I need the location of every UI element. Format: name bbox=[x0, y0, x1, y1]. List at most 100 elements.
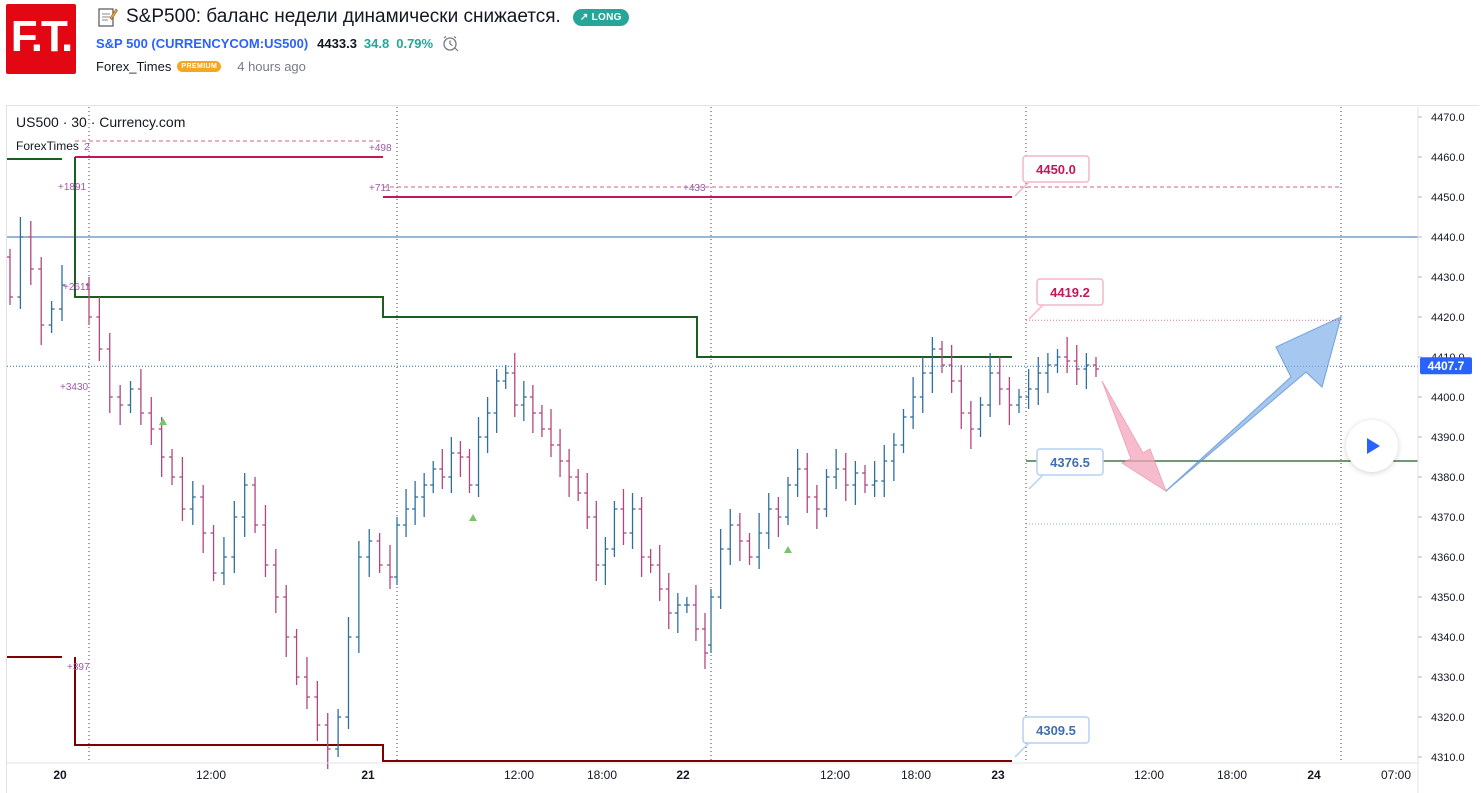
price-bar bbox=[493, 369, 500, 433]
level-label-1: +498 bbox=[369, 143, 392, 154]
price-bar bbox=[557, 429, 564, 477]
price-bar bbox=[1064, 337, 1071, 373]
level-label-6: +397 bbox=[67, 662, 90, 673]
published-time: 4 hours ago bbox=[237, 58, 306, 74]
price-bar bbox=[958, 365, 965, 429]
price-bar bbox=[475, 417, 482, 497]
callout-text: 4419.2 bbox=[1050, 285, 1090, 300]
price-bar bbox=[775, 497, 782, 537]
price-bar bbox=[210, 525, 217, 581]
price-bar bbox=[502, 365, 509, 389]
price-bar bbox=[466, 449, 473, 493]
price-bar bbox=[169, 449, 176, 485]
chart-frame[interactable] bbox=[6, 105, 1479, 793]
time-tick-label: 18:00 bbox=[901, 768, 931, 782]
price-bar bbox=[484, 397, 491, 453]
price-bar bbox=[430, 461, 437, 493]
price-bar bbox=[852, 461, 859, 505]
current-price-tag: 4407.7 bbox=[1420, 357, 1472, 375]
price-bar bbox=[158, 417, 165, 477]
chart-overlays: 4450.0 4419.2 4376.5 4309.5 bbox=[159, 155, 1342, 758]
price-bar bbox=[376, 533, 383, 573]
price-bar bbox=[262, 505, 269, 577]
symbol-link[interactable]: S&P 500 (CURRENCYCOM:US500) bbox=[96, 35, 309, 51]
price-bar bbox=[736, 513, 743, 561]
price-bar bbox=[38, 257, 45, 345]
price-bar bbox=[1073, 345, 1080, 385]
price-bar bbox=[86, 277, 92, 325]
price-bar bbox=[977, 397, 984, 437]
level-label-2: +711 bbox=[369, 183, 391, 194]
level-lines: +1891 +498 +711 +433 +2611 +3430 +397 2 bbox=[7, 140, 1418, 762]
indicator-legend[interactable]: ForexTimes bbox=[16, 139, 79, 153]
price-bar bbox=[439, 449, 446, 489]
price-bar bbox=[794, 449, 801, 497]
author-name[interactable]: Forex_Times bbox=[96, 58, 172, 74]
price-bar bbox=[48, 301, 55, 333]
price-tick-label: 4380.0 bbox=[1431, 472, 1465, 484]
current-price-box bbox=[1420, 357, 1472, 375]
price-bar bbox=[1054, 349, 1061, 373]
author-row: Forex_Times PREMIUM 4 hours ago bbox=[96, 57, 306, 75]
callout-pointer bbox=[1014, 742, 1030, 758]
play-replay-button[interactable] bbox=[1346, 420, 1398, 472]
price-bar bbox=[638, 497, 645, 577]
pivot-level-steps bbox=[74, 157, 1012, 358]
price-bar bbox=[881, 445, 888, 497]
price-bar bbox=[1035, 357, 1042, 405]
price-bar bbox=[929, 337, 936, 393]
price-bar bbox=[765, 493, 772, 549]
projection-down-arrow bbox=[1101, 380, 1168, 493]
price-bar bbox=[611, 501, 618, 557]
price-bar bbox=[314, 681, 321, 741]
brand-logo[interactable]: F.T. bbox=[6, 4, 76, 74]
price-tick-label: 4350.0 bbox=[1431, 592, 1465, 604]
price-bar bbox=[366, 529, 373, 577]
premium-badge: PREMIUM bbox=[177, 60, 222, 72]
callout-pointer bbox=[1028, 304, 1044, 320]
price-bar bbox=[394, 517, 400, 585]
time-tick-label: 21 bbox=[361, 768, 375, 782]
price-bars bbox=[7, 217, 1099, 769]
price-bar bbox=[692, 585, 699, 641]
price-bar bbox=[1025, 369, 1032, 409]
price-bar bbox=[1044, 353, 1051, 393]
time-tick-label: 07:00 bbox=[1381, 768, 1411, 782]
time-tick-label: 22 bbox=[676, 768, 690, 782]
price-bar bbox=[272, 549, 279, 613]
price-tick-label: 4360.0 bbox=[1431, 552, 1465, 564]
buy-signal-marker-2 bbox=[784, 546, 792, 553]
level-label-5: +3430 bbox=[60, 382, 89, 393]
alarm-clock-icon[interactable] bbox=[441, 34, 459, 52]
time-axis: 20 12:00 21 12:00 18:00 22 12:00 18:00 23 12:00 18… bbox=[7, 762, 1418, 782]
price-bar bbox=[833, 449, 840, 489]
price-bar bbox=[252, 477, 259, 533]
price-bar bbox=[996, 357, 1003, 405]
price-bar bbox=[813, 485, 820, 529]
price-bar bbox=[967, 401, 974, 449]
price-bar bbox=[345, 617, 352, 729]
support-level-steps bbox=[74, 657, 1012, 762]
current-price-label: 4407.7 bbox=[1428, 359, 1465, 373]
time-tick-label: 12:00 bbox=[196, 768, 226, 782]
time-tick-label: 24 bbox=[1307, 768, 1321, 782]
price-bar bbox=[702, 613, 708, 669]
price-bar bbox=[602, 537, 609, 585]
price-bar bbox=[708, 589, 714, 653]
price-bar bbox=[584, 473, 591, 529]
price-bar bbox=[117, 385, 124, 425]
price-bar bbox=[948, 345, 955, 393]
price-bar bbox=[862, 465, 868, 493]
price-bar bbox=[231, 501, 238, 573]
price-callout-3: 4309.5 bbox=[1014, 716, 1090, 758]
price-bar bbox=[900, 409, 907, 453]
price-tick-label: 4460.0 bbox=[1431, 152, 1465, 164]
price-bar bbox=[412, 481, 419, 525]
price-bar bbox=[629, 493, 636, 549]
price-bar bbox=[890, 433, 897, 481]
level-label-3: +433 bbox=[683, 183, 706, 194]
logo-text: F.T. bbox=[10, 12, 73, 61]
price-bar bbox=[727, 509, 734, 565]
long-badge: ↗ LONG bbox=[572, 8, 629, 26]
